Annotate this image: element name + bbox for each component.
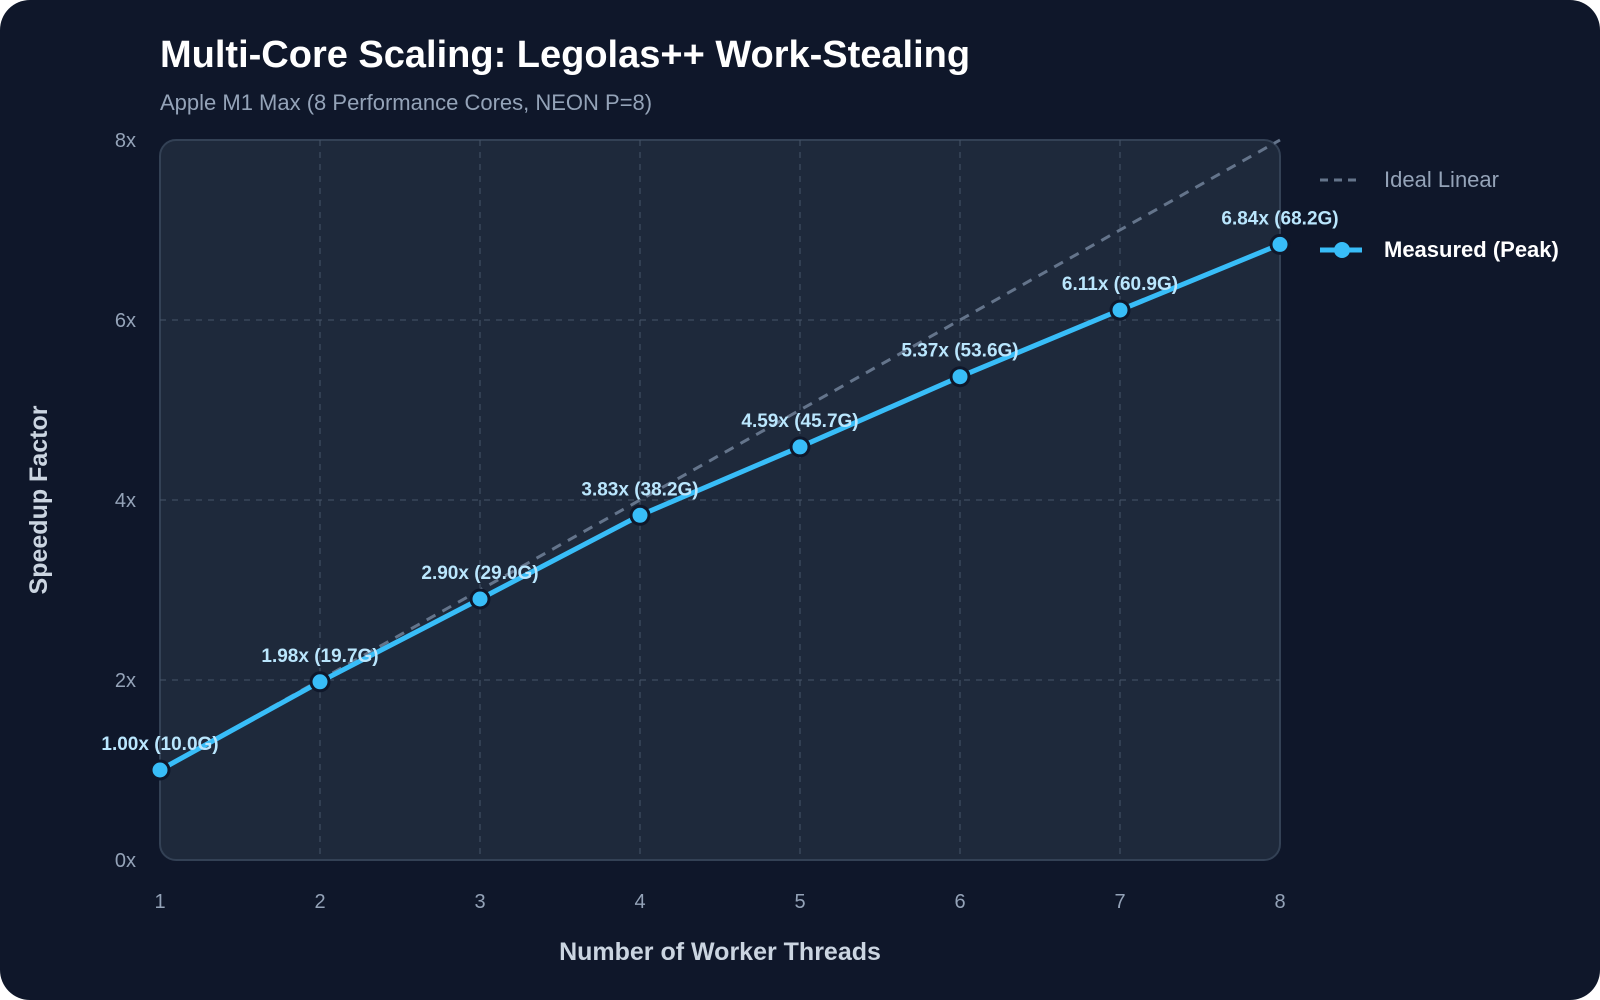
data-label: 6.11x (60.9G) bbox=[1062, 274, 1178, 295]
measured-point bbox=[469, 588, 491, 610]
x-tick-label: 6 bbox=[954, 891, 965, 913]
data-label: 5.37x (53.6G) bbox=[901, 341, 1018, 362]
y-axis-label: Speedup Factor bbox=[25, 405, 53, 594]
data-label: 1.98x (19.7G) bbox=[261, 646, 378, 667]
measured-point bbox=[629, 504, 651, 526]
x-tick-label: 7 bbox=[1114, 891, 1125, 913]
measured-point bbox=[1109, 299, 1131, 321]
y-tick-label: 4x bbox=[115, 490, 136, 512]
x-axis-label: Number of Worker Threads bbox=[559, 938, 881, 966]
measured-point bbox=[949, 366, 971, 388]
measured-peak-line bbox=[157, 241, 1283, 773]
data-label: 1.00x (10.0G) bbox=[101, 734, 218, 755]
data-label: 3.83x (38.2G) bbox=[581, 479, 698, 500]
y-tick-label: 0x bbox=[115, 850, 136, 872]
data-label: 6.84x (68.2G) bbox=[1221, 208, 1338, 229]
x-tick-label: 8 bbox=[1274, 891, 1285, 913]
chart-subtitle: Apple M1 Max (8 Performance Cores, NEON … bbox=[160, 90, 653, 115]
chart-title: Multi-Core Scaling: Legolas++ Work-Steal… bbox=[160, 34, 971, 76]
legend-measured-marker bbox=[1334, 242, 1350, 258]
x-tick-label: 2 bbox=[314, 891, 325, 913]
measured-point bbox=[1269, 233, 1291, 255]
x-tick-label: 3 bbox=[474, 891, 485, 913]
data-label: 2.90x (29.0G) bbox=[421, 563, 538, 584]
y-tick-label: 8x bbox=[115, 130, 136, 152]
x-tick-label: 1 bbox=[154, 891, 165, 913]
ideal-linear-line bbox=[159, 138, 1281, 772]
measured-point bbox=[789, 436, 811, 458]
legend-ideal-label: Ideal Linear bbox=[1384, 167, 1499, 192]
x-tick-label: 5 bbox=[794, 891, 805, 913]
legend-measured-label: Measured (Peak) bbox=[1384, 237, 1559, 262]
data-label: 4.59x (45.7G) bbox=[741, 411, 858, 432]
x-tick-label: 4 bbox=[634, 891, 645, 913]
y-tick-label: 6x bbox=[115, 310, 136, 332]
measured-point bbox=[309, 671, 331, 693]
y-tick-label: 2x bbox=[115, 670, 136, 692]
measured-point bbox=[149, 759, 171, 781]
